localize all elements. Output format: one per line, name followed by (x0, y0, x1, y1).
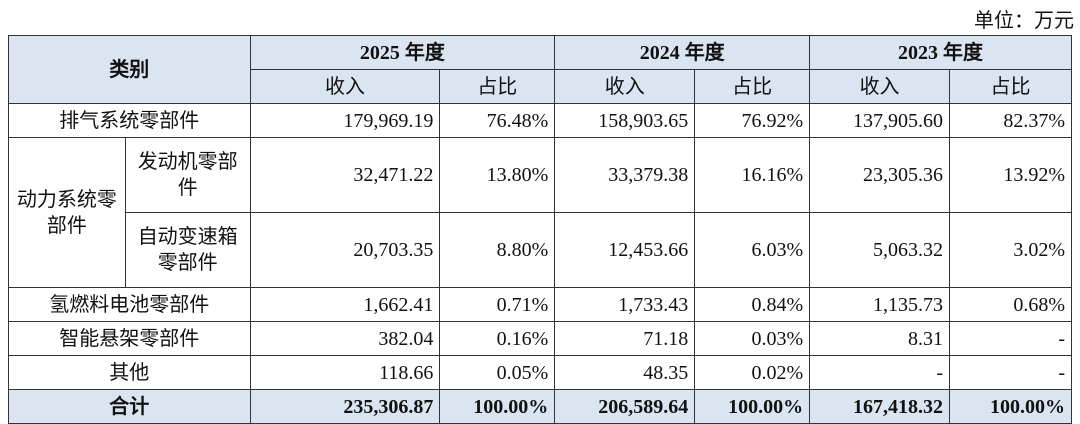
value-cell: 179,969.19 (249, 103, 441, 138)
value-cell: 137,905.60 (809, 103, 951, 138)
value-cell: 6.03% (694, 212, 811, 288)
header-col: 占比 (949, 69, 1072, 104)
row-label: 自动变速箱零部件 (124, 212, 251, 288)
value-cell: 13.92% (949, 137, 1072, 213)
header-col: 占比 (439, 69, 556, 104)
row-label: 发动机零部件 (124, 137, 251, 213)
value-cell: 1,662.41 (249, 287, 441, 322)
header-category: 类别 (8, 35, 251, 104)
value-cell: 0.05% (439, 355, 556, 390)
value-cell: 20,703.35 (249, 212, 441, 288)
value-cell: 235,306.87 (249, 389, 441, 424)
value-cell: - (809, 355, 951, 390)
value-cell: 1,135.73 (809, 287, 951, 322)
row-label: 排气系统零部件 (8, 103, 251, 138)
value-cell: 167,418.32 (809, 389, 951, 424)
table-row: 排气系统零部件 179,969.19 76.48% 158,903.65 76.92% 1… (8, 103, 1072, 138)
value-cell: 0.68% (949, 287, 1072, 322)
table-row: 氢燃料电池零部件 1,662.41 0.71% 1,733.43 0.84% 1,135.… (8, 287, 1072, 322)
value-cell: 8.80% (439, 212, 556, 288)
table-row: 智能悬架零部件 382.04 0.16% 71.18 0.03% 8.31- (8, 321, 1072, 356)
value-cell: 206,589.64 (554, 389, 696, 424)
header-year: 2023 年度 (809, 35, 1072, 70)
value-cell: 1,733.43 (554, 287, 696, 322)
value-cell: 158,903.65 (554, 103, 696, 138)
table-body: 排气系统零部件 179,969.19 76.48% 158,903.65 76.92% 1… (8, 103, 1072, 424)
table-row: 自动变速箱零部件 20,703.35 8.80% 12,453.66 6.03% 5,06… (9, 212, 1072, 288)
value-cell: 100.00% (694, 389, 811, 424)
value-cell: 382.04 (249, 321, 441, 356)
row-label: 合计 (8, 389, 251, 424)
value-cell: 0.16% (439, 321, 556, 356)
unit-note: 单位：万元 (974, 10, 1074, 32)
value-cell: 5,063.32 (809, 212, 951, 288)
value-cell: 8.31 (809, 321, 951, 356)
header-col: 收入 (554, 69, 696, 104)
header-col: 占比 (694, 69, 811, 104)
value-cell: 13.80% (439, 137, 556, 213)
group-label: 动力系统零部件 (8, 137, 126, 288)
value-cell: 76.48% (439, 103, 556, 138)
value-cell: 32,471.22 (249, 137, 441, 213)
header-year: 2024 年度 (554, 35, 811, 70)
value-cell: - (949, 355, 1072, 390)
revenue-table: 类别 2025 年度 2024 年度 2023 年度 收入 占比 收入 占比 收… (8, 35, 1072, 424)
value-cell: - (949, 321, 1072, 356)
total-row: 合计 235,306.87 100.00% 206,589.64 100.00% 167,… (8, 389, 1072, 424)
value-cell: 100.00% (439, 389, 556, 424)
table-row: 其他 118.66 0.05% 48.35 0.02% - - (8, 355, 1072, 390)
header-year: 2025 年度 (249, 35, 556, 70)
value-cell: 76.92% (694, 103, 811, 138)
value-cell: 0.03% (694, 321, 811, 356)
value-cell: 33,379.38 (554, 137, 696, 213)
value-cell: 0.02% (694, 355, 811, 390)
header-col: 收入 (809, 69, 951, 104)
value-cell: 82.37% (949, 103, 1072, 138)
header-col: 收入 (249, 69, 441, 104)
value-cell: 0.71% (439, 287, 556, 322)
row-label: 智能悬架零部件 (8, 321, 251, 356)
value-cell: 12,453.66 (554, 212, 696, 288)
row-label: 其他 (8, 355, 251, 390)
value-cell: 118.66 (249, 355, 441, 390)
value-cell: 0.84% (694, 287, 811, 322)
value-cell: 100.00% (949, 389, 1072, 424)
value-cell: 23,305.36 (809, 137, 951, 213)
table-row: 动力系统零部件 发动机零部件 32,471.22 13.80% 33,379.38 16.… (8, 137, 1072, 288)
row-label: 氢燃料电池零部件 (8, 287, 251, 322)
value-cell: 48.35 (554, 355, 696, 390)
value-cell: 3.02% (949, 212, 1072, 288)
value-cell: 71.18 (554, 321, 696, 356)
value-cell: 16.16% (694, 137, 811, 213)
